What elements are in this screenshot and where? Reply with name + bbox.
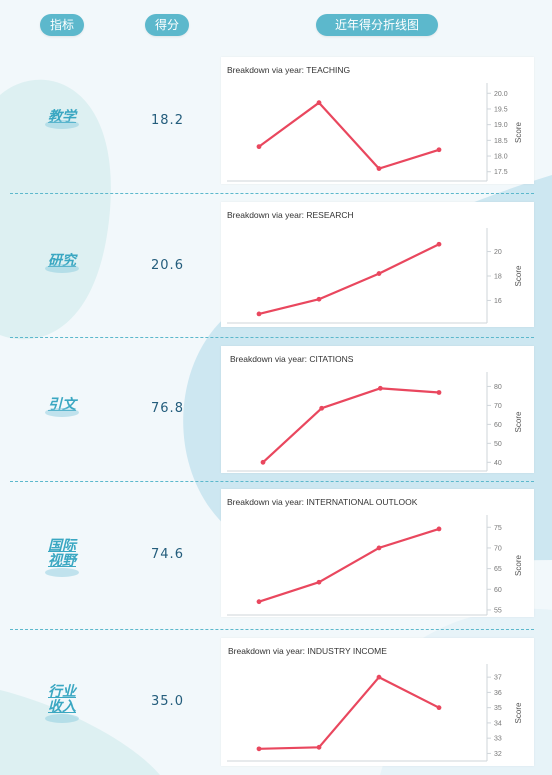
table-row: 行业 收入 35.0 Breakdown via year: INDUSTRY I…: [0, 630, 552, 775]
table-header: 指标 得分 近年得分折线图: [0, 14, 552, 38]
data-point: [436, 705, 442, 711]
line-chart: 40506070802017201820192020Score: [227, 372, 523, 472]
line-chart-card: Breakdown via year: INTERNATIONAL OUTLOO…: [221, 489, 534, 617]
data-point: [316, 100, 322, 106]
data-point: [256, 599, 262, 605]
chart-title: Breakdown via year: CITATIONS: [230, 354, 354, 364]
data-point: [316, 744, 322, 750]
series-line: [258, 243, 440, 315]
line-chart: 3233343536372017201820192020Score: [227, 664, 523, 762]
metric-shadow: [45, 264, 79, 273]
chart-column-header: 近年得分折线图: [316, 14, 438, 36]
metric-label: 行业 收入: [48, 684, 76, 715]
y-tick-label: 55: [494, 607, 502, 614]
y-axis-label: Score: [514, 411, 523, 432]
series-line: [262, 387, 440, 464]
chart-title: Breakdown via year: RESEARCH: [227, 210, 354, 220]
metric-label: 国际 视野: [48, 538, 76, 569]
data-point: [436, 241, 442, 247]
y-tick-label: 18.0: [494, 154, 508, 161]
data-point: [436, 526, 442, 532]
chart-title: Breakdown via year: INTERNATIONAL OUTLOO…: [227, 497, 418, 507]
score-value: 35.0: [151, 694, 184, 709]
line-chart-card: Breakdown via year: CITATIONS 40 50 60 70 80…: [221, 346, 534, 473]
metric-label: 引文: [48, 397, 76, 413]
data-point: [316, 296, 322, 302]
series-line: [258, 101, 440, 170]
y-tick-label: 19.0: [494, 122, 508, 129]
y-tick-label: 33: [494, 736, 502, 743]
table-row: 教学 18.2 Breakdown via year: TEACHING 17.…: [0, 50, 552, 193]
y-axis-label: Score: [514, 265, 523, 286]
data-point: [436, 390, 442, 395]
y-tick-label: 18: [494, 274, 502, 281]
y-tick-label: 60: [494, 587, 502, 594]
line-chart-card: Breakdown via year: TEACHING 17.5 18.0 18.…: [221, 57, 534, 184]
y-axis-label: Score: [514, 555, 523, 576]
line-chart-card: Breakdown via year: RESEARCH 16182020172…: [221, 202, 534, 327]
score-value: 74.6: [151, 547, 184, 562]
data-point: [260, 459, 266, 465]
data-point: [316, 579, 322, 585]
data-point: [376, 271, 382, 276]
row-divider: [10, 481, 534, 482]
line-chart: 1618202017201820192020Score: [227, 228, 523, 324]
y-tick-label: 75: [494, 525, 502, 532]
score-column-header: 得分: [145, 14, 189, 36]
metric-label: 研究: [48, 253, 76, 269]
data-point: [319, 405, 325, 411]
y-tick-label: 37: [494, 675, 502, 682]
series-line: [258, 527, 440, 603]
row-divider: [10, 193, 534, 194]
y-tick-label: 16: [494, 298, 502, 305]
data-point: [377, 385, 383, 391]
y-axis-label: Score: [514, 122, 523, 143]
data-point: [256, 144, 262, 150]
series-line: [258, 676, 440, 750]
metric-shadow: [45, 120, 79, 129]
table-row: 国际 视野 74.6 Breakdown via year: INTERNATIO…: [0, 482, 552, 629]
metric-shadow: [45, 568, 79, 577]
metric-label: 教学: [48, 109, 76, 125]
y-tick-label: 20.0: [494, 91, 508, 98]
data-point: [376, 545, 382, 551]
chart-title: Breakdown via year: INDUSTRY INCOME: [228, 646, 387, 656]
data-point: [256, 746, 262, 752]
row-divider: [10, 629, 534, 630]
line-chart: 17.518.018.519.019.520.02017201820192020…: [227, 83, 523, 182]
y-tick-label: 50: [494, 441, 502, 448]
y-tick-label: 70: [494, 545, 502, 552]
y-tick-label: 40: [494, 460, 502, 467]
y-tick-label: 80: [494, 384, 502, 391]
score-value: 18.2: [151, 113, 184, 128]
row-divider: [10, 337, 534, 338]
y-tick-label: 18.5: [494, 138, 508, 145]
chart-title: Breakdown via year: TEACHING: [227, 65, 351, 75]
line-chart-card: Breakdown via year: INDUSTRY INCOME 32 33…: [221, 638, 534, 766]
y-axis-label: Score: [514, 702, 523, 723]
y-tick-label: 19.5: [494, 106, 508, 113]
table-row: 引文 76.8 Breakdown via year: CITATIONS 40…: [0, 338, 552, 481]
data-point: [256, 311, 262, 317]
metric-column-header: 指标: [40, 14, 84, 36]
metric-shadow: [45, 408, 79, 417]
y-tick-label: 32: [494, 751, 502, 758]
data-point: [376, 674, 382, 680]
data-point: [436, 147, 442, 153]
y-tick-label: 35: [494, 705, 502, 712]
line-chart: 55606570752017201820192020Score: [227, 515, 523, 616]
table-row: 研究 20.6 Breakdown via year: RESEARCH 16 1…: [0, 194, 552, 337]
y-tick-label: 20: [494, 249, 502, 256]
y-tick-label: 17.5: [494, 169, 508, 176]
metric-shadow: [45, 714, 79, 723]
y-tick-label: 70: [494, 403, 502, 410]
score-value: 20.6: [151, 258, 184, 273]
y-tick-label: 34: [494, 720, 502, 727]
data-point: [376, 166, 382, 171]
y-tick-label: 60: [494, 422, 502, 429]
score-value: 76.8: [151, 401, 184, 416]
y-tick-label: 65: [494, 566, 502, 573]
y-tick-label: 36: [494, 690, 502, 697]
